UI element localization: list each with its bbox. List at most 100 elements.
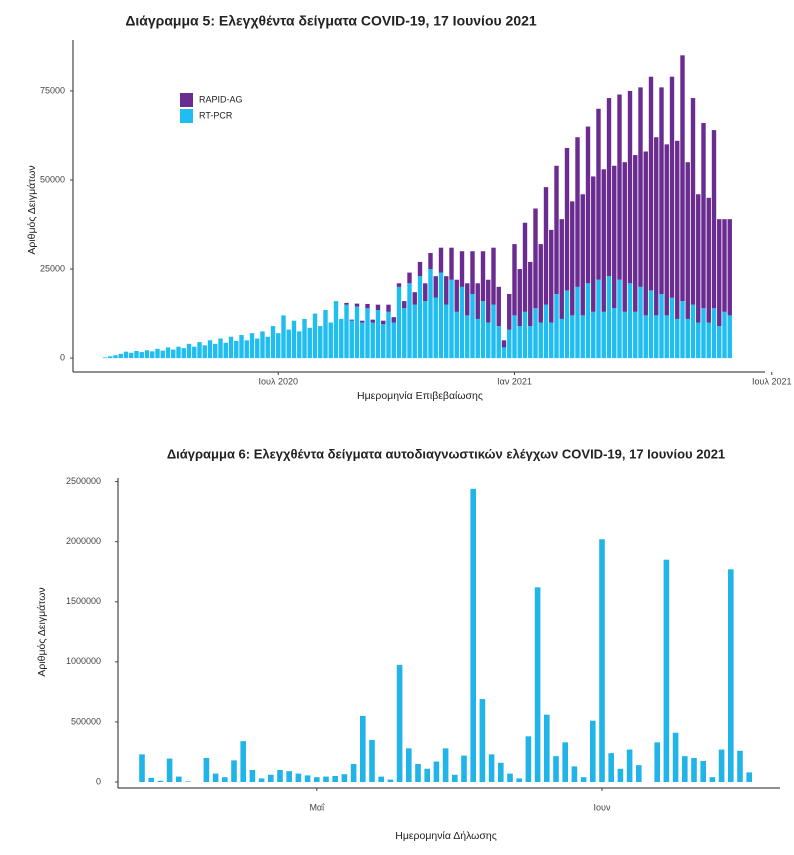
bar-segment: [575, 137, 580, 287]
bar-segment: [150, 351, 155, 359]
bar-segment: [501, 340, 507, 348]
bar-segment: [370, 319, 375, 323]
bar-segment: [501, 347, 507, 359]
bar-segment: [449, 279, 454, 359]
bar-segment: [281, 315, 286, 359]
bar: [231, 760, 237, 782]
bar: [166, 758, 173, 782]
bar-segment: [701, 123, 706, 309]
bar: [672, 732, 679, 782]
bar: [479, 699, 486, 782]
bar-segment: [696, 322, 701, 359]
bar: [286, 771, 292, 782]
bar-segment: [554, 293, 559, 359]
bar-segment: [528, 326, 533, 359]
bar-segment: [706, 197, 711, 323]
bar-segment: [223, 342, 228, 359]
bar: [525, 736, 532, 782]
bar-segment: [675, 140, 680, 319]
bar-segment: [428, 253, 433, 270]
bar-segment: [564, 147, 570, 291]
bar-segment: [528, 261, 533, 327]
bar: [424, 768, 430, 782]
bar: [148, 777, 154, 782]
y-tick-label: 1500000: [66, 596, 101, 606]
bar-segment: [244, 340, 249, 359]
bar-segment: [213, 343, 218, 359]
bar: [737, 750, 743, 782]
bar-segment: [680, 55, 685, 302]
bar-segment: [428, 269, 433, 359]
bar-segment: [465, 283, 470, 316]
bar-segment: [123, 351, 129, 359]
bar-segment: [318, 326, 323, 359]
bar-segment: [108, 356, 113, 359]
bar-segment: [596, 279, 601, 359]
bar-segment: [291, 320, 297, 359]
bar-segment: [249, 333, 255, 359]
bar: [728, 569, 734, 782]
bar-segment: [396, 286, 402, 359]
bar-segment: [328, 322, 333, 359]
bar-segment: [181, 348, 186, 359]
bar-segment: [517, 269, 522, 327]
y-tick-label: 0: [96, 776, 101, 786]
bar-segment: [491, 247, 496, 305]
bar: [682, 756, 688, 782]
bar-segment: [601, 311, 606, 359]
bar: [599, 539, 605, 782]
bar-segment: [559, 219, 564, 319]
bar-segment: [591, 176, 596, 312]
bar-segment: [228, 336, 234, 359]
bar-segment: [129, 352, 134, 359]
bar-segment: [543, 304, 549, 359]
bar-segment: [612, 165, 617, 309]
bar-segment: [454, 279, 459, 312]
bar: [700, 760, 706, 782]
bar-segment: [381, 324, 386, 359]
bar-segment: [580, 315, 585, 359]
bar-segment: [622, 311, 627, 359]
bar-segment: [234, 341, 239, 359]
bar: [461, 755, 467, 782]
bar-segment: [643, 151, 648, 316]
bar: [654, 742, 660, 782]
bar-segment: [627, 90, 633, 284]
bar: [470, 488, 476, 782]
bar-segment: [570, 201, 575, 316]
bar: [332, 775, 338, 782]
bar-segment: [696, 194, 701, 323]
bar-segment: [297, 331, 302, 359]
bar-segment: [197, 342, 202, 359]
bar-segment: [570, 315, 575, 359]
bar-segment: [192, 346, 197, 359]
bar-segment: [612, 308, 617, 359]
bar: [406, 748, 412, 782]
bar: [277, 769, 283, 782]
bar: [258, 778, 265, 782]
bar: [488, 754, 495, 782]
bar-segment: [543, 187, 549, 305]
bar-segment: [260, 331, 265, 359]
bar-segment: [375, 310, 381, 359]
bar-segment: [417, 276, 423, 359]
bar-segment: [470, 251, 475, 294]
bar: [240, 741, 246, 782]
bar-segment: [118, 353, 123, 359]
bar-segment: [517, 326, 522, 359]
bar-segment: [375, 304, 381, 311]
bar-segment: [339, 318, 344, 359]
bar: [157, 780, 164, 782]
bar-segment: [591, 311, 596, 359]
y-tick-label: 500000: [71, 716, 101, 726]
bar: [387, 779, 394, 782]
bar-segment: [512, 244, 517, 316]
bar-segment: [491, 304, 496, 359]
bar-segment: [664, 315, 669, 359]
bar-segment: [559, 318, 564, 359]
bar-segment: [690, 304, 696, 359]
x-tick-label: Ιουλ 2021: [752, 376, 791, 386]
bar-segment: [659, 293, 664, 359]
bar-segment: [454, 311, 459, 359]
bar-segment: [633, 155, 638, 312]
